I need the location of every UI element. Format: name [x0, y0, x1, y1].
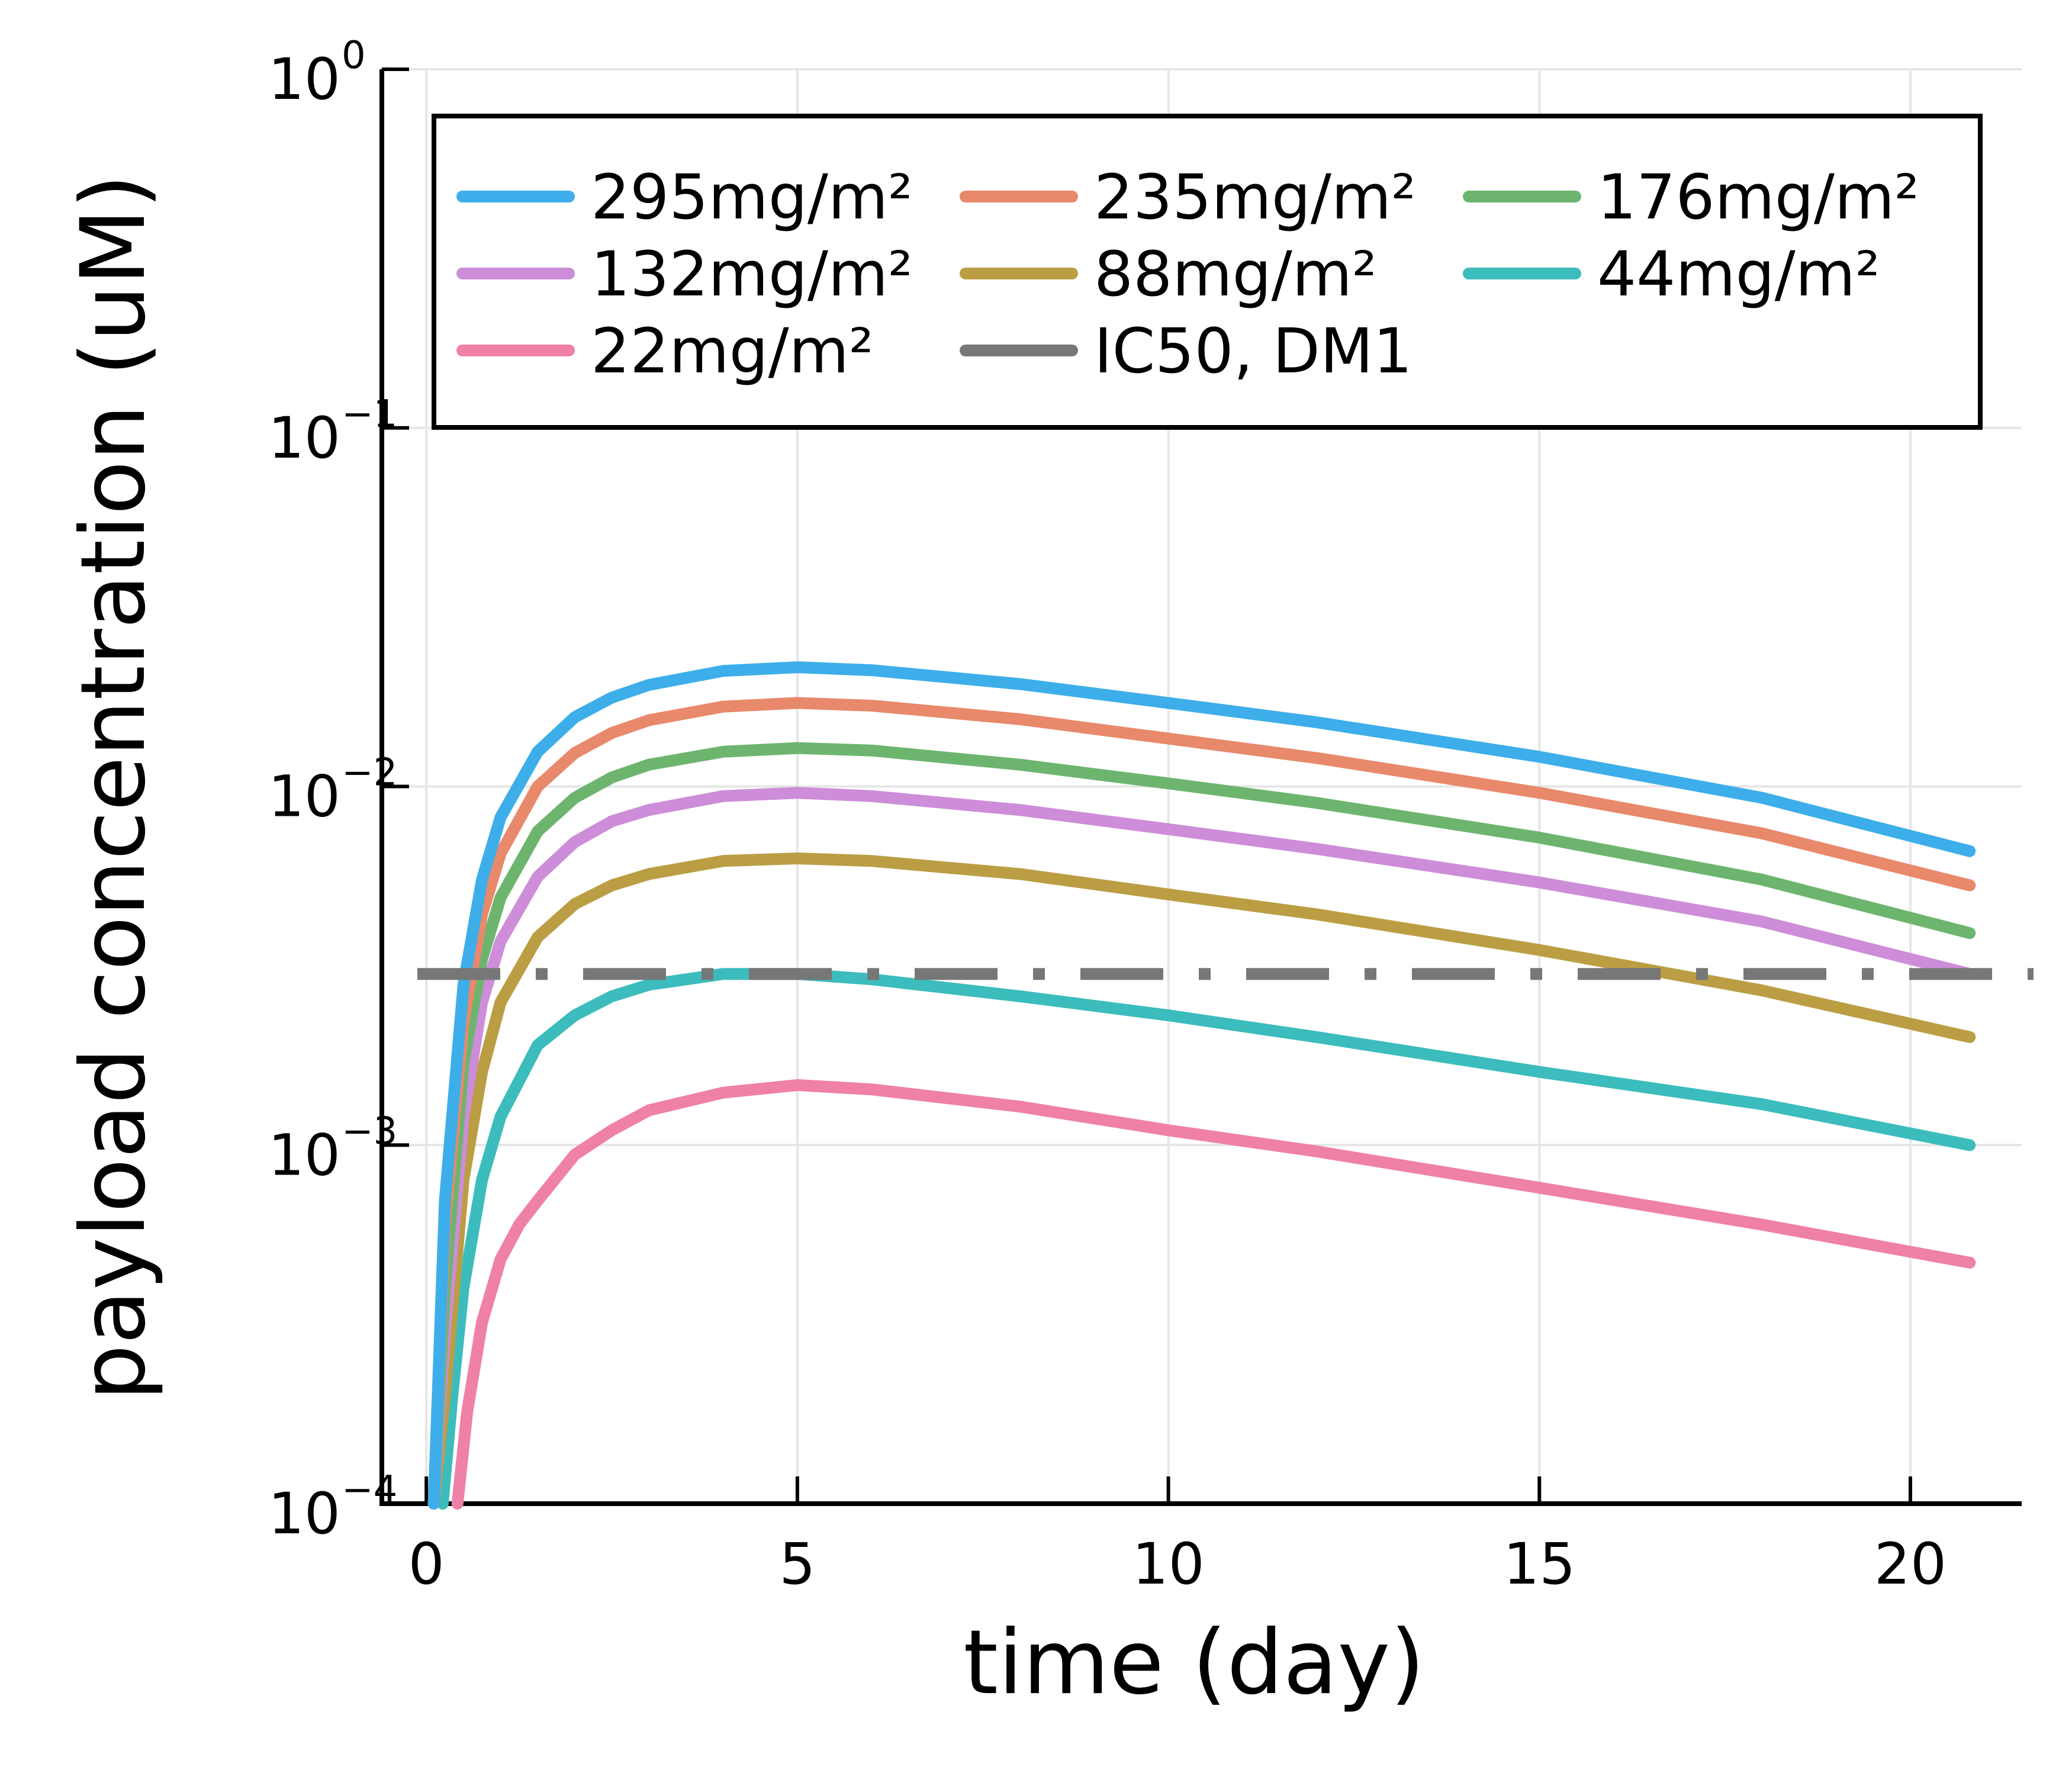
x-tick-label: 0 — [408, 1531, 445, 1597]
legend-label: 295mg/m² — [591, 161, 913, 233]
legend-label: IC50, DM1 — [1094, 315, 1413, 387]
series-line-88mgm — [427, 852, 1976, 1510]
x-tick-label: 20 — [1874, 1531, 1946, 1597]
y-tick-label-base: 10 — [268, 405, 340, 471]
y-tick-label-exponent: −4 — [342, 1468, 397, 1512]
series-group — [417, 661, 2034, 1510]
y-tick-label-exponent: 0 — [342, 34, 366, 78]
y-tick-label-base: 10 — [268, 46, 340, 112]
x-tick-label: 5 — [779, 1531, 815, 1597]
y-tick-label-exponent: −1 — [342, 392, 397, 436]
y-tick-label-exponent: −2 — [342, 751, 397, 795]
legend-label: 88mg/m² — [1094, 238, 1377, 310]
x-tick-label: 15 — [1503, 1531, 1575, 1597]
legend-box — [432, 114, 1983, 430]
y-tick-label-base: 10 — [268, 1481, 340, 1547]
x-tick-label: 10 — [1132, 1531, 1205, 1597]
series-line-44mgm — [436, 968, 1976, 1510]
legend-label: 176mg/m² — [1597, 161, 1919, 233]
legend-label: 235mg/m² — [1094, 161, 1416, 233]
legend-label: 44mg/m² — [1597, 238, 1880, 310]
legend: 295mg/m² 235mg/m² 176mg/m² 132mg/m² 88mg/m² 4… — [432, 114, 1983, 430]
y-tick-label-base: 10 — [268, 764, 340, 830]
series-line-295mgm — [427, 661, 1976, 1510]
y-axis-title: payload concentration (uM) — [62, 174, 165, 1401]
legend-label: 132mg/m² — [591, 238, 913, 310]
y-tick-label-base: 10 — [268, 1122, 340, 1188]
series-line-22mgm — [451, 1079, 1976, 1510]
legend-label: 22mg/m² — [591, 315, 874, 387]
series-line-235mgm — [427, 697, 1976, 1510]
series-line-132mgm — [427, 787, 1976, 1510]
x-axis-title: time (day) — [963, 1611, 1425, 1714]
y-tick-label-exponent: −3 — [342, 1109, 397, 1153]
axes — [379, 67, 2022, 1506]
